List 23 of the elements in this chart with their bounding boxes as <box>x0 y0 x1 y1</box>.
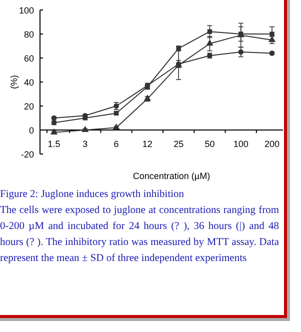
y-tick-label: 60 <box>24 54 34 64</box>
y-axis-title: (%) <box>9 75 19 89</box>
x-tick-label: 25 <box>174 139 184 149</box>
point <box>207 29 212 34</box>
y-tick-label: -20 <box>20 150 34 160</box>
x-tick-label: 1.5 <box>48 139 60 149</box>
text: Figure 2: Juglone induces growth inhibition <box>0 188 186 202</box>
x-tick-label: 50 <box>204 139 215 149</box>
x-tick-label: 6 <box>114 139 119 149</box>
y-tick-label: 100 <box>18 6 34 16</box>
point <box>238 49 244 55</box>
x-tick-label: 200 <box>264 139 280 149</box>
x-axis-title: Concentration (µM) <box>132 171 210 181</box>
x-tick-label: 12 <box>142 139 152 149</box>
text: The cells were exposed to juglone at concentrations ranging from 0-200 µM and incubated for 24 hours (? ), 36 hours (|) and 48 hours (? ). The inhibitory ratio was measured by MTT assay. Data represent the mean ± SD of three independent experiments <box>0 204 279 266</box>
y-tick-label: 20 <box>24 102 34 112</box>
y-tick-label: 0 <box>28 126 34 136</box>
point <box>112 123 120 130</box>
x-tick-label: 3 <box>82 139 88 149</box>
point <box>82 126 89 132</box>
x-tick-label: 100 <box>233 139 248 149</box>
y-tick-label: 80 <box>24 30 34 40</box>
y-tick-label: 40 <box>24 78 34 88</box>
